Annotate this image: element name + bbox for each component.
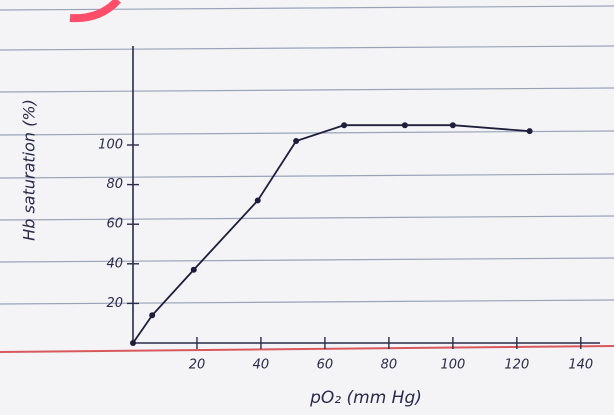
- data-point: [191, 267, 197, 273]
- x-tick-label: 100: [440, 358, 465, 373]
- x-tick-label: 40: [253, 358, 270, 373]
- data-point: [255, 197, 261, 203]
- y-tick-label: 80: [106, 177, 123, 192]
- y-tick-label: 40: [106, 256, 123, 271]
- data-point: [527, 128, 533, 134]
- paper-lines: [0, 0, 614, 352]
- data-point: [149, 312, 155, 318]
- data-point: [130, 340, 136, 346]
- x-tick-label: 60: [317, 358, 334, 373]
- x-tick-label: 80: [381, 358, 398, 373]
- data-point: [341, 122, 347, 128]
- x-axis-label: pO₂ (mm Hg): [309, 388, 422, 408]
- y-tick-label: 20: [106, 296, 123, 311]
- y-tick-label: 100: [98, 138, 123, 153]
- chart: pO₂ (mm Hg) Hb saturation (%) 20 40 60 80 10…: [0, 0, 614, 415]
- y-tick-label: 60: [106, 217, 123, 232]
- data-point: [402, 122, 408, 128]
- data-line: [133, 125, 530, 343]
- data-point: [293, 138, 299, 144]
- x-tick-label: 140: [568, 358, 593, 373]
- x-tick-label: 20: [189, 358, 206, 373]
- y-axis-label: Hb saturation (%): [20, 99, 39, 241]
- x-tick-label: 120: [504, 358, 529, 373]
- data-point: [450, 122, 456, 128]
